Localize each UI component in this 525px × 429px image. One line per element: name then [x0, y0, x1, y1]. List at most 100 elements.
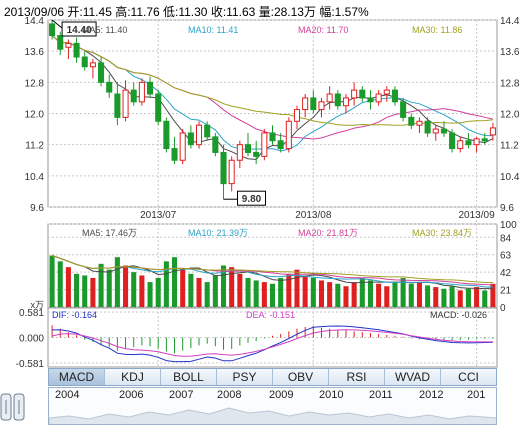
volume-bar — [82, 275, 88, 307]
min-marker-label: 9.80 — [242, 194, 262, 205]
tab-macd[interactable]: MACD — [49, 369, 105, 385]
volume-legend-item: MA30: 23.84万 — [412, 228, 472, 238]
price-legend-item: MA10: 11.41 — [188, 25, 238, 35]
candle-body — [302, 97, 309, 111]
timeline-year: 2012 — [419, 389, 444, 401]
volume-bar — [457, 290, 463, 307]
volume-bar — [98, 263, 104, 307]
macd-y-tick: 0.581 — [19, 308, 44, 319]
volume-bar — [310, 277, 316, 307]
volume-bar — [335, 283, 341, 307]
candle-body — [195, 124, 203, 146]
price-y-tick-left: 14.4 — [25, 16, 45, 27]
candle-body — [342, 97, 350, 107]
candle-body — [416, 120, 423, 126]
quote-header: 2013/09/06 开:11.45 高:11.76 低:11.30 收:11.… — [4, 5, 369, 19]
candle-body — [383, 89, 390, 95]
tab-boll[interactable]: BOLL — [161, 369, 217, 385]
timeline-year: 2006 — [119, 389, 144, 401]
candle-body — [400, 101, 407, 118]
candle-body — [489, 127, 496, 136]
candle-body — [293, 109, 301, 122]
price-y-tick-right: 14.4 — [500, 16, 520, 27]
volume-bar — [392, 282, 398, 307]
tab-kdj[interactable]: KDJ — [105, 369, 161, 385]
macd-dea-line — [51, 329, 493, 357]
timeline-year: 2009 — [269, 389, 294, 401]
volume-bar — [433, 287, 439, 307]
volume-bar — [400, 277, 406, 307]
price-legend-item: MA5: 11.40 — [82, 25, 127, 35]
volume-bar — [147, 282, 153, 307]
candle-body — [326, 93, 333, 103]
candle-body — [228, 159, 235, 185]
candle-body — [261, 132, 268, 157]
timeline-year: 2011 — [369, 389, 393, 401]
timeline-year: 2004 — [55, 389, 80, 401]
candle-body — [147, 81, 154, 95]
timeline-navigator[interactable]: 2004 2006 2007 2008 2009 2010 2011 2012 … — [48, 387, 497, 425]
max-marker-label: 14.40 — [67, 25, 92, 36]
price-y-tick-right: 10.4 — [500, 172, 520, 183]
candle-body — [220, 151, 227, 185]
macd-dea-label: DEA: -0.151 — [246, 310, 295, 320]
macd-y-tick: -0.581 — [16, 359, 45, 370]
timeline-year: 2007 — [169, 389, 194, 401]
volume-bar — [237, 273, 243, 307]
candle-body — [236, 144, 243, 161]
volume-bar — [172, 257, 178, 307]
timeline-range-handle[interactable] — [0, 392, 26, 422]
candle-body — [408, 116, 415, 126]
timeline-year: 2008 — [217, 389, 242, 401]
volume-bar — [220, 265, 227, 307]
timeline-year: 2010 — [319, 389, 344, 401]
volume-ma-line — [51, 255, 493, 284]
candle-body — [155, 93, 162, 122]
price-y-tick-left: 13.6 — [25, 47, 45, 58]
tab-obv[interactable]: OBV — [273, 369, 329, 385]
volume-y-tick: 21 — [500, 286, 512, 297]
volume-unit-label: x万 — [30, 300, 44, 310]
tab-psy[interactable]: PSY — [217, 369, 273, 385]
volume-bar — [261, 282, 267, 307]
volume-y-tick: 42 — [500, 268, 512, 279]
volume-bar — [139, 275, 145, 307]
volume-bar — [286, 273, 292, 307]
volume-bar — [343, 286, 349, 307]
candle-body — [163, 120, 170, 150]
volume-bar — [188, 273, 194, 307]
tab-wvad[interactable]: WVAD — [385, 369, 441, 385]
price-y-tick-left: 12.0 — [25, 110, 45, 121]
candle-body — [65, 42, 72, 48]
tab-rsi[interactable]: RSI — [329, 369, 385, 385]
candle-body — [122, 89, 129, 118]
volume-bar — [318, 280, 325, 307]
volume-bar — [253, 280, 259, 307]
volume-bar — [229, 267, 235, 307]
date-tick: 2013/07 — [140, 210, 177, 221]
volume-bar — [278, 277, 284, 307]
tab-cci[interactable]: CCI — [458, 370, 479, 384]
volume-bar — [74, 273, 80, 307]
volume-bar — [425, 285, 431, 307]
timeline-years: 2004 2006 2007 2008 2009 2010 2011 2012 … — [49, 389, 496, 401]
timeline-sparkline — [49, 407, 496, 424]
candle-body — [73, 42, 80, 58]
indicator-tabs: MACD KDJ BOLL PSY OBV RSI WVAD CCI — [48, 368, 497, 386]
volume-bar — [196, 277, 202, 307]
candle-body — [106, 81, 113, 93]
price-y-tick-right: 11.2 — [500, 141, 519, 152]
volume-bar — [163, 261, 169, 307]
candle-body — [171, 148, 178, 161]
volume-bar — [131, 272, 137, 307]
timeline-year: 201 — [467, 389, 486, 401]
candle-body — [465, 140, 472, 146]
macd-dif-label: DIF: -0.164 — [52, 310, 97, 320]
candle-body — [481, 138, 488, 142]
volume-bar — [416, 282, 422, 307]
candle-body — [130, 89, 137, 103]
volume-legend-item: MA5: 17.46万 — [82, 228, 137, 238]
price-legend-item: MA30: 11.86 — [412, 25, 462, 35]
volume-bar — [245, 277, 251, 307]
